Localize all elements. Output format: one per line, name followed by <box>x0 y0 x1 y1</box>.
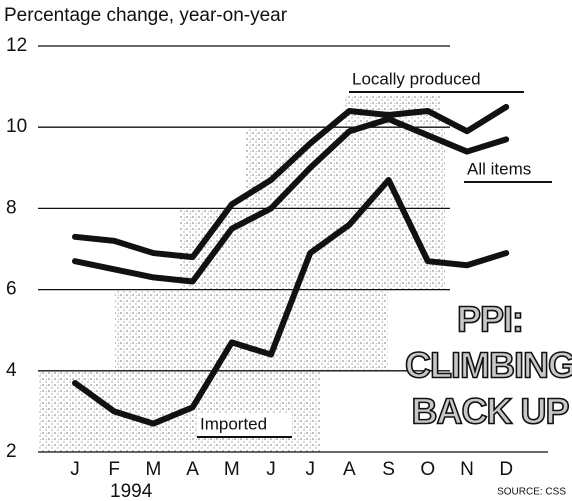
y-tick-label: 6 <box>6 279 17 300</box>
x-tick-label: J <box>70 459 80 480</box>
x-tick-label: J <box>305 459 315 480</box>
x-tick-label: F <box>108 459 120 480</box>
x-tick-label: S <box>382 459 395 480</box>
series-label: Imported <box>200 414 267 433</box>
series-line <box>72 103 510 261</box>
year-label: 1994 <box>110 481 153 501</box>
x-tick-label: D <box>499 459 513 480</box>
x-tick-label: A <box>186 459 199 480</box>
y-tick-label: 12 <box>6 35 27 56</box>
y-tick-label: 2 <box>6 441 17 462</box>
chart-title: Percentage change, year-on-year <box>4 5 288 26</box>
x-tick-label: M <box>224 459 240 480</box>
annotation: CLIMBING <box>405 345 572 386</box>
x-tick-label: N <box>460 459 474 480</box>
label-box <box>197 413 292 437</box>
series-line <box>72 176 510 427</box>
x-tick-label: A <box>343 459 356 480</box>
series-line <box>72 116 510 285</box>
label-box <box>349 68 524 92</box>
y-tick-label: 4 <box>6 360 17 381</box>
annotation: BACK UP <box>411 391 568 432</box>
x-tick-label: M <box>145 459 161 480</box>
y-tick-label: 10 <box>6 116 27 137</box>
annotation: PPI: <box>457 299 523 340</box>
series-label: Locally produced <box>352 69 481 88</box>
label-box <box>464 158 552 182</box>
series-label: All items <box>467 159 531 178</box>
x-tick-label: J <box>266 459 276 480</box>
y-tick-label: 8 <box>6 197 17 218</box>
source: SOURCE: CSS <box>497 487 566 498</box>
x-tick-label: O <box>420 459 435 480</box>
